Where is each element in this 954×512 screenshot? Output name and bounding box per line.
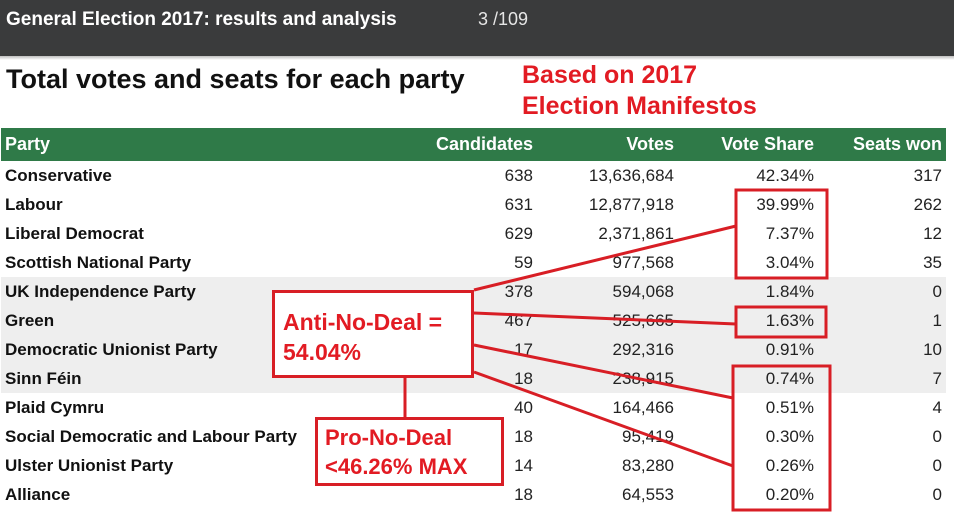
party-name: Liberal Democrat	[5, 223, 144, 243]
vote-share-cell: 42.34%	[756, 165, 814, 185]
party-name: Democratic Unionist Party	[1, 335, 307, 364]
vote-share-cell: 7.37%	[765, 223, 814, 243]
manifesto-annotation: Based on 2017 Election Manifestos	[522, 60, 822, 122]
connector-line	[473, 224, 737, 292]
table-row: Social Democratic and Labour Party 18 95…	[1, 422, 946, 451]
seats-cell: 4	[932, 397, 942, 417]
candidates-cell: 18	[514, 484, 533, 504]
anti-no-deal-annotation: Anti-No-Deal = 54.04%	[272, 290, 474, 378]
vote-share-cell: 1.63%	[678, 306, 818, 335]
vote-share-cell: 0.74%	[678, 364, 818, 393]
seats-cell: 1	[818, 306, 946, 335]
seats-cell: 12	[923, 223, 942, 243]
vote-share-cell: 3.04%	[765, 252, 814, 272]
candidates-cell: 629	[504, 223, 533, 243]
page-indicator[interactable]: 3 /109	[478, 9, 529, 29]
candidates-cell: 18	[514, 426, 533, 446]
connector-line	[473, 311, 737, 326]
pro-share-highlight-box	[731, 364, 832, 512]
candidates-cell: 59	[514, 252, 533, 272]
votes-cell: 13,636,684	[588, 165, 674, 185]
votes-cell: 594,068	[537, 277, 678, 306]
votes-cell: 2,371,861	[598, 223, 674, 243]
table-header-row: Party Candidates Votes Vote Share Seats …	[1, 128, 946, 161]
vote-share-cell: 0.51%	[765, 397, 814, 417]
connector-line	[473, 370, 734, 468]
table-row: Ulster Unionist Party 14 83,280 0.26% 0	[1, 451, 946, 480]
vote-share-cell: 0.30%	[765, 426, 814, 446]
candidates-cell: 631	[504, 194, 533, 214]
header-seats-won: Seats won	[818, 128, 946, 161]
seats-cell: 35	[923, 252, 942, 272]
table-row: Sinn Féin 18 238,915 0.74% 7	[1, 364, 946, 393]
anti-no-deal-line-1: Anti-No-Deal =	[283, 309, 443, 335]
table-row: UK Independence Party 378 594,068 1.84% …	[1, 277, 946, 306]
seats-cell: 317	[913, 165, 942, 185]
anti-no-deal-line-2: 54.04%	[283, 339, 362, 365]
table-row: Liberal Democrat 629 2,371,861 7.37% 12	[1, 219, 946, 248]
votes-cell: 292,316	[537, 335, 678, 364]
header-party: Party	[1, 128, 307, 161]
vote-share-cell: 39.99%	[756, 194, 814, 214]
votes-cell: 977,568	[612, 252, 674, 272]
toolbar-shadow	[0, 56, 954, 60]
party-name: Labour	[5, 194, 63, 214]
manifesto-line-2: Election Manifestos	[522, 92, 757, 120]
seats-cell: 0	[818, 277, 946, 306]
connector-line	[473, 343, 734, 400]
seats-cell: 7	[818, 364, 946, 393]
table-row: Plaid Cymru 40 164,466 0.51% 4	[1, 393, 946, 422]
header-vote-share: Vote Share	[678, 128, 818, 161]
party-name: Sinn Féin	[1, 364, 307, 393]
vote-share-cell: 0.20%	[765, 484, 814, 504]
party-name: Plaid Cymru	[5, 397, 105, 417]
seats-cell: 262	[913, 194, 942, 214]
results-table: Party Candidates Votes Vote Share Seats …	[1, 128, 946, 509]
anti-share-highlight-box	[734, 188, 829, 280]
pro-no-deal-annotation: Pro-No-Deal <46.26% MAX	[315, 417, 504, 486]
candidates-cell: 40	[514, 397, 533, 417]
table-row: Conservative 638 13,636,684 42.34% 317	[1, 161, 946, 190]
candidates-cell: 638	[504, 165, 533, 185]
seats-cell: 0	[932, 455, 942, 475]
table-row: Labour 631 12,877,918 39.99% 262	[1, 190, 946, 219]
votes-cell: 64,553	[622, 484, 674, 504]
party-name: UK Independence Party	[1, 277, 307, 306]
seats-cell: 10	[818, 335, 946, 364]
vote-share-cell: 0.91%	[678, 335, 818, 364]
party-name: Ulster Unionist Party	[5, 455, 174, 475]
votes-cell: 238,915	[537, 364, 678, 393]
manifesto-line-1: Based on 2017	[522, 61, 698, 89]
seats-cell: 0	[932, 426, 942, 446]
pro-no-deal-line-2: <46.26% MAX	[325, 454, 468, 479]
party-name: Alliance	[5, 484, 71, 504]
party-name: Green	[1, 306, 307, 335]
pro-no-deal-line-1: Pro-No-Deal	[325, 425, 453, 450]
document-title: General Election 2017: results and analy…	[6, 9, 397, 30]
party-name: Scottish National Party	[5, 252, 192, 272]
page-heading: Total votes and seats for each party	[6, 64, 465, 94]
vote-share-cell: 1.84%	[678, 277, 818, 306]
party-name: Social Democratic and Labour Party	[5, 426, 297, 446]
green-share-highlight-box	[734, 305, 828, 339]
vote-share-cell: 0.26%	[765, 455, 814, 475]
seats-cell: 0	[932, 484, 942, 504]
votes-cell: 12,877,918	[588, 194, 674, 214]
table-row: Scottish National Party 59 977,568 3.04%…	[1, 248, 946, 277]
header-candidates: Candidates	[307, 128, 537, 161]
table-row: Alliance 18 64,553 0.20% 0	[1, 480, 946, 509]
votes-cell: 83,280	[622, 455, 674, 475]
party-name: Conservative	[5, 165, 112, 185]
candidates-cell: 14	[514, 455, 533, 475]
votes-cell: 164,466	[612, 397, 674, 417]
header-votes: Votes	[537, 128, 678, 161]
viewer-toolbar: General Election 2017: results and analy…	[0, 0, 954, 56]
